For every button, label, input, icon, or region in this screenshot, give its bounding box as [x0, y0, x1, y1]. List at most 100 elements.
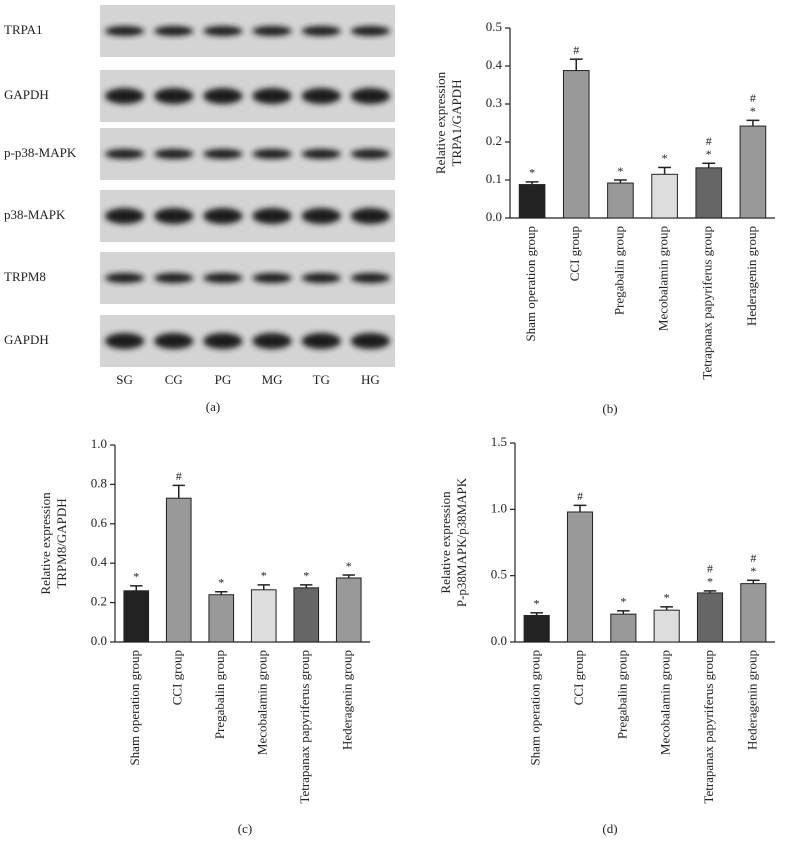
blot-band [350, 26, 391, 36]
y-axis-label: P-p38MAPK/p38MAPK [454, 477, 469, 607]
blot-band [350, 273, 391, 283]
bar [566, 511, 594, 643]
blot-band [104, 149, 145, 159]
blot-band [154, 273, 194, 283]
y-tick-label: 0.4 [91, 554, 108, 569]
blot-band [252, 208, 292, 224]
panel-caption: (c) [238, 821, 252, 836]
blot-band [154, 333, 194, 349]
blot-band [252, 26, 292, 36]
blot-row-label: GAPDH [4, 87, 49, 102]
bar [651, 173, 678, 219]
x-tick-label: Hederagenin group [744, 226, 759, 326]
y-tick-label: 0.0 [91, 633, 107, 648]
significance-marker: * [261, 569, 267, 583]
blot-band [252, 149, 292, 159]
blot-band [104, 273, 145, 283]
y-axis-label: Relative expression [38, 492, 53, 595]
bar [740, 583, 767, 643]
significance-marker: * [617, 164, 623, 178]
bar [523, 614, 550, 643]
blot-band [104, 26, 145, 36]
bar [250, 589, 277, 643]
x-tick-label: Pregabalin group [212, 650, 227, 739]
significance-marker: * [706, 147, 712, 161]
x-tick-label: Hederagenin group [340, 650, 355, 750]
y-tick-label: 0.0 [486, 209, 502, 224]
bar [208, 594, 235, 643]
x-tick-label: CCI group [170, 650, 185, 705]
bar [607, 182, 634, 219]
panel-caption: (a) [206, 399, 220, 414]
x-tick-label: Hederagenin group [744, 650, 759, 750]
y-axis-label: TRPA1/GAPDH [449, 80, 464, 167]
y-tick-label: 0.0 [491, 633, 507, 648]
blot-band [252, 88, 292, 104]
significance-marker: * [529, 166, 535, 180]
significance-marker: # [706, 134, 712, 148]
blot-strip [100, 190, 395, 242]
blot-band [154, 26, 194, 36]
blot-band [104, 88, 145, 104]
blot-band [301, 273, 341, 283]
panel-caption: (b) [602, 401, 617, 416]
significance-marker: * [534, 597, 540, 611]
significance-marker: * [218, 576, 224, 590]
x-tick-label: Tetrapanax papyriferus group [700, 226, 715, 380]
blot-band [350, 149, 391, 159]
blot-strip [100, 5, 395, 57]
blot-row-label: p38-MAPK [4, 207, 66, 222]
significance-marker: # [707, 562, 713, 576]
y-tick-label: 0.4 [486, 57, 503, 72]
lane-label: SG [116, 372, 133, 387]
panel-caption: (d) [602, 821, 617, 836]
x-tick-label: CCI group [567, 226, 582, 281]
significance-marker: * [750, 564, 756, 578]
blot-band [252, 333, 292, 349]
y-axis-label: Relative expression [438, 491, 453, 594]
y-axis-label: Relative expression [433, 71, 448, 174]
significance-marker: * [662, 151, 668, 165]
significance-marker: # [750, 91, 756, 105]
y-tick-label: 0.8 [91, 475, 107, 490]
significance-marker: # [750, 551, 756, 565]
blot-band [203, 273, 243, 283]
blot-band [104, 333, 145, 349]
bar [696, 592, 724, 643]
x-tick-label: Tetrapanax papyriferus group [297, 650, 312, 804]
blot-band [154, 149, 194, 159]
y-tick-label: 1.0 [491, 500, 507, 515]
significance-marker: * [620, 595, 626, 609]
blot-band [350, 88, 391, 104]
significance-marker: * [750, 104, 756, 118]
lane-label: HG [361, 372, 380, 387]
blot-band [301, 88, 341, 104]
x-tick-label: Sham operation group [127, 650, 142, 766]
bar [610, 613, 637, 643]
blot-band [203, 208, 243, 224]
bar [739, 125, 767, 219]
x-tick-label: Pregabalin group [614, 650, 629, 739]
blot-strip [100, 70, 395, 122]
blot-strip [100, 128, 395, 180]
blot-band [252, 273, 292, 283]
bar [695, 167, 723, 219]
y-tick-label: 0.5 [491, 567, 507, 582]
y-axis-label: TRPM8/GAPDH [54, 498, 69, 588]
blot-band [301, 208, 341, 224]
lane-label: CG [165, 372, 183, 387]
significance-marker: # [577, 489, 583, 503]
blot-band [301, 26, 341, 36]
blot-strip [100, 315, 395, 367]
blot-band [203, 333, 243, 349]
blot-band [350, 333, 391, 349]
blot-band [104, 208, 145, 224]
significance-marker: * [346, 559, 352, 573]
blot-band [301, 149, 341, 159]
x-tick-label: Sham operation group [528, 650, 543, 766]
significance-marker: * [303, 569, 309, 583]
lane-label: MG [262, 372, 283, 387]
y-tick-label: 0.3 [486, 95, 502, 110]
bar [293, 587, 320, 643]
